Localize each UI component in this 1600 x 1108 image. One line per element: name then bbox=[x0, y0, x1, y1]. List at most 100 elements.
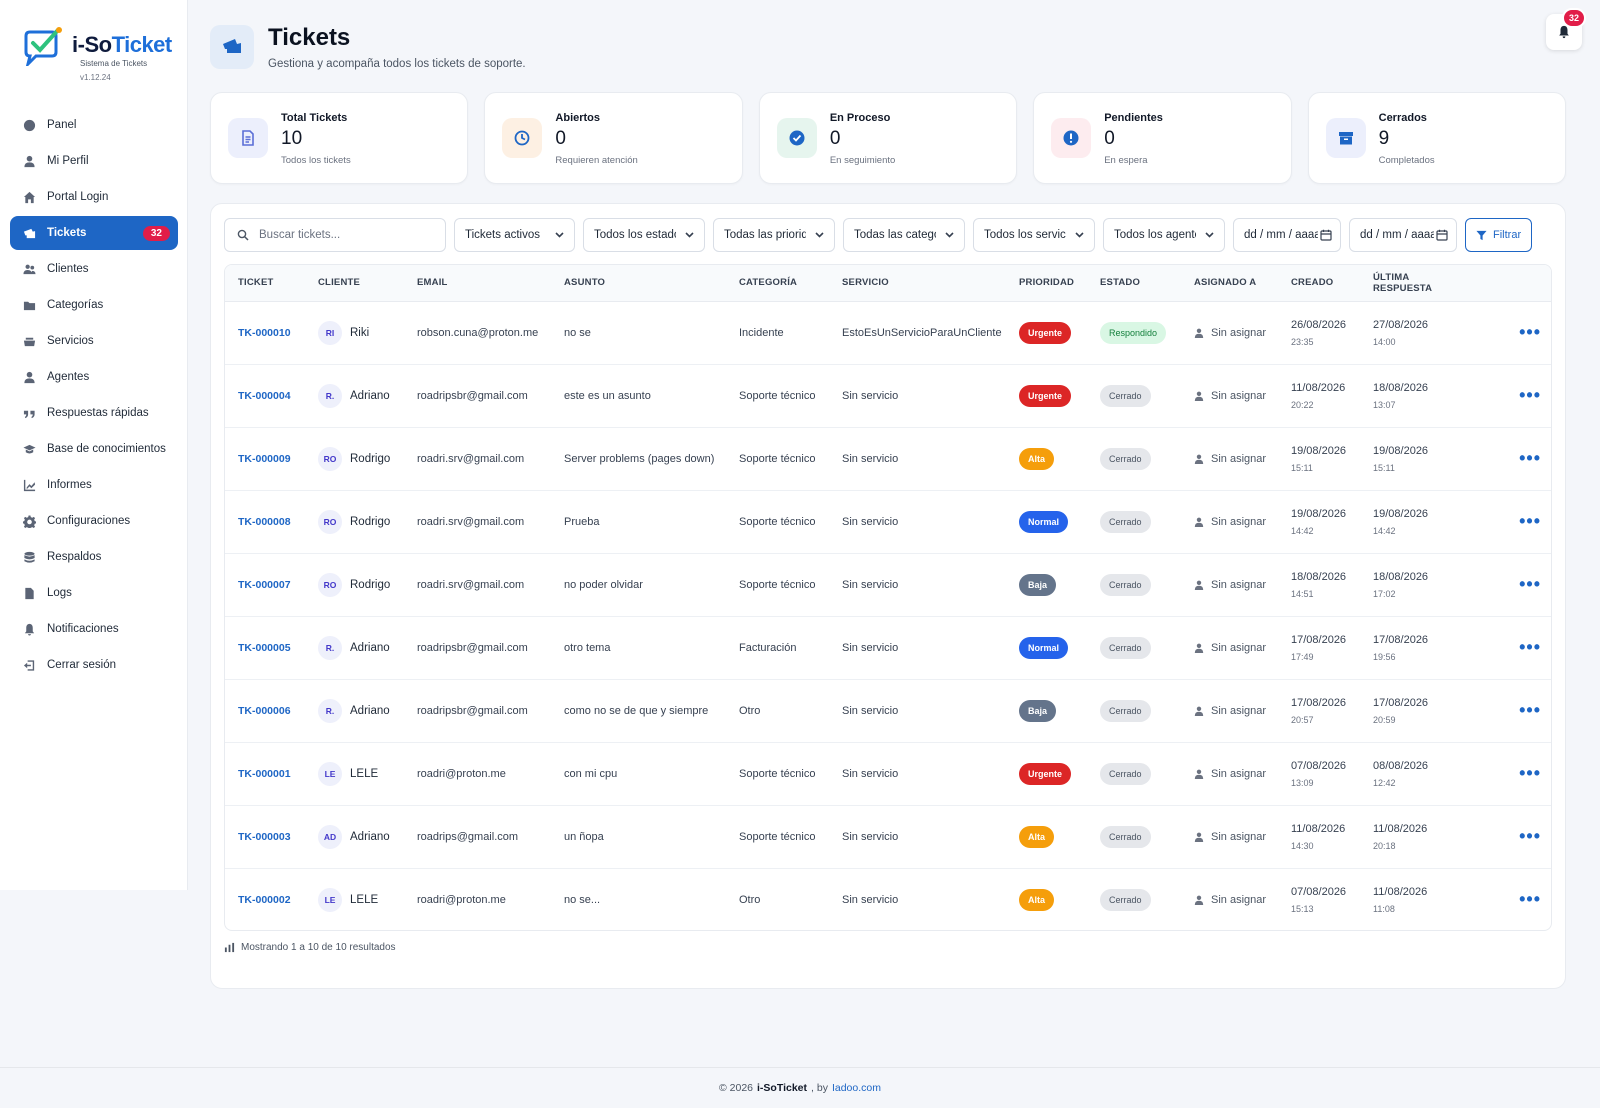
sidebar-item-cerrar-sesión[interactable]: Cerrar sesión bbox=[10, 648, 178, 682]
table-row[interactable]: TK-000005 R. Adriano roadripsbr@gmail.com ot… bbox=[225, 616, 1551, 680]
created-cell: 26/08/2026 23:35 bbox=[1291, 319, 1360, 347]
sidebar-item-label: Configuraciones bbox=[47, 515, 131, 527]
assigned-cell: Sin asignar bbox=[1194, 642, 1278, 654]
service-cell: Sin servicio bbox=[829, 805, 1006, 869]
row-actions-icon[interactable]: ••• bbox=[1519, 889, 1541, 910]
sidebar-item-base-de-conocimientos[interactable]: Base de conocimientos bbox=[10, 432, 178, 466]
user-icon bbox=[1194, 517, 1204, 527]
created-cell: 17/08/2026 17:49 bbox=[1291, 634, 1360, 662]
assigned-cell: Sin asignar bbox=[1194, 579, 1278, 591]
category-cell: Soporte técnico bbox=[726, 427, 829, 491]
sidebar-item-respaldos[interactable]: Respaldos bbox=[10, 540, 178, 574]
table-row[interactable]: TK-000003 AD Adriano roadrips@gmail.com un ñ… bbox=[225, 805, 1551, 869]
row-actions-icon[interactable]: ••• bbox=[1519, 574, 1541, 594]
agent-select[interactable]: Todos los agentes bbox=[1103, 218, 1225, 252]
sidebar-item-configuraciones[interactable]: Configuraciones bbox=[10, 504, 178, 538]
date-to-input[interactable]: dd / mm / aaaa bbox=[1349, 218, 1457, 252]
ticket-id-link[interactable]: TK-000006 bbox=[238, 704, 291, 717]
stat-card-en-proceso[interactable]: En Proceso 0 En seguimiento bbox=[758, 92, 1018, 184]
ticket-id-link[interactable]: TK-000010 bbox=[238, 326, 291, 339]
stat-card-total-tickets[interactable]: Total Tickets 10 Todos los tickets bbox=[210, 92, 469, 184]
category-select[interactable]: Todas las categorías bbox=[843, 218, 965, 252]
sidebar-item-mi-perfil[interactable]: Mi Perfil bbox=[10, 144, 178, 178]
row-actions-icon[interactable]: ••• bbox=[1519, 511, 1541, 531]
row-actions-icon[interactable]: ••• bbox=[1519, 637, 1541, 657]
assigned-agent: Sin asignar bbox=[1211, 515, 1267, 528]
sidebar-item-panel[interactable]: Panel bbox=[10, 108, 178, 142]
assigned-agent: Sin asignar bbox=[1211, 641, 1267, 654]
brand-logo[interactable]: i-SoTicket Sistema de Tickets v1.12.24 bbox=[22, 24, 172, 84]
folder-icon bbox=[22, 298, 36, 312]
column-header: CREADO bbox=[1278, 265, 1360, 302]
stat-card-cerrados[interactable]: Cerrados 9 Completados bbox=[1307, 92, 1567, 184]
stat-card-abiertos[interactable]: Abiertos 0 Requieren atención bbox=[484, 92, 743, 184]
sidebar-item-tickets[interactable]: Tickets 32 bbox=[10, 216, 178, 250]
sidebar-item-servicios[interactable]: Servicios bbox=[10, 324, 178, 358]
sidebar-item-logs[interactable]: Logs bbox=[10, 576, 178, 610]
table-row[interactable]: TK-000007 RO Rodrigo roadri.srv@gmail.com no… bbox=[225, 553, 1551, 617]
table-row[interactable]: TK-000002 LE LELE roadri@proton.me no se... O… bbox=[225, 868, 1551, 930]
ticket-id-link[interactable]: TK-000004 bbox=[238, 389, 291, 402]
client-name: Adriano bbox=[350, 641, 390, 654]
sidebar-item-notificaciones[interactable]: Notificaciones bbox=[10, 612, 178, 646]
assigned-cell: Sin asignar bbox=[1194, 768, 1278, 780]
column-header: ÚLTIMA RESPUESTA bbox=[1360, 265, 1470, 302]
priority-select[interactable]: Todas las prioridades bbox=[713, 218, 835, 252]
ticket-id-link[interactable]: TK-000001 bbox=[238, 767, 291, 780]
footer-link[interactable]: Iadoo.com bbox=[831, 1082, 881, 1094]
sidebar-item-agentes[interactable]: Agentes bbox=[10, 360, 178, 394]
client-cell: RO Rodrigo bbox=[318, 446, 404, 471]
ticket-id-link[interactable]: TK-000009 bbox=[238, 452, 291, 465]
ticket-id-link[interactable]: TK-000007 bbox=[238, 578, 291, 591]
chevron-down-icon bbox=[1205, 230, 1214, 239]
ticket-id-link[interactable]: TK-000005 bbox=[238, 641, 291, 654]
search-input[interactable]: Buscar tickets... bbox=[224, 218, 446, 252]
created-time: 14:42 bbox=[1291, 525, 1314, 536]
row-actions-icon[interactable]: ••• bbox=[1519, 322, 1541, 342]
sidebar-item-respuestas-rápidas[interactable]: Respuestas rápidas bbox=[10, 396, 178, 430]
status-badge: Cerrado bbox=[1100, 384, 1151, 407]
ticket-id-link[interactable]: TK-000002 bbox=[238, 893, 291, 906]
footer-copyright: © 2026 bbox=[719, 1082, 754, 1094]
table-row[interactable]: TK-000010 RI Riki robson.cuna@proton.me no s… bbox=[225, 301, 1551, 365]
row-actions-icon[interactable]: ••• bbox=[1519, 763, 1541, 783]
status-badge: Cerrado bbox=[1100, 573, 1151, 596]
client-cell: RI Riki bbox=[318, 320, 404, 345]
row-actions-icon[interactable]: ••• bbox=[1519, 385, 1541, 405]
column-header: PRIORIDAD bbox=[1006, 265, 1087, 302]
table-row[interactable]: TK-000009 RO Rodrigo roadri.srv@gmail.com Se… bbox=[225, 427, 1551, 491]
stat-value: 0 bbox=[1104, 128, 1115, 149]
priority-badge: Alta bbox=[1019, 447, 1055, 470]
date-from-input[interactable]: dd / mm / aaaa bbox=[1233, 218, 1341, 252]
sidebar-item-categorías[interactable]: Categorías bbox=[10, 288, 178, 322]
filter-button[interactable]: Filtrar bbox=[1465, 218, 1533, 252]
sidebar-item-label: Base de conocimientos bbox=[47, 443, 166, 455]
sidebar-item-portal-login[interactable]: Portal Login bbox=[10, 180, 178, 214]
table-row[interactable]: TK-000004 R. Adriano roadripsbr@gmail.com es… bbox=[225, 364, 1551, 428]
sidebar-item-clientes[interactable]: Clientes bbox=[10, 252, 178, 286]
row-actions-icon[interactable]: ••• bbox=[1519, 826, 1541, 846]
table-row[interactable]: TK-000008 RO Rodrigo roadri.srv@gmail.com Pr… bbox=[225, 490, 1551, 554]
category-cell: Otro bbox=[739, 893, 761, 906]
client-name: Adriano bbox=[350, 830, 390, 843]
last-reply-time: 20:18 bbox=[1373, 840, 1396, 851]
sidebar-item-informes[interactable]: Informes bbox=[10, 468, 178, 502]
row-actions-icon[interactable]: ••• bbox=[1519, 448, 1541, 468]
scope-select[interactable]: Tickets activos bbox=[454, 218, 575, 252]
avatar: R. bbox=[318, 635, 342, 660]
subject-cell: como no se de que y siempre bbox=[551, 679, 726, 743]
column-header: CATEGORÍA bbox=[726, 265, 829, 302]
status-badge: Cerrado bbox=[1100, 510, 1151, 533]
email-cell: roadripsbr@gmail.com bbox=[404, 616, 551, 680]
ticket-id-link[interactable]: TK-000008 bbox=[238, 515, 291, 528]
service-select[interactable]: Todos los servicios bbox=[973, 218, 1095, 252]
ticket-id-link[interactable]: TK-000003 bbox=[238, 830, 291, 843]
status-select[interactable]: Todos los estados bbox=[583, 218, 705, 252]
footer-by: , by bbox=[811, 1082, 828, 1094]
table-row[interactable]: TK-000006 R. Adriano roadripsbr@gmail.com co… bbox=[225, 679, 1551, 743]
stat-card-pendientes[interactable]: Pendientes 0 En espera bbox=[1033, 92, 1292, 184]
notifications-button[interactable]: 32 bbox=[1546, 8, 1586, 50]
table-row[interactable]: TK-000001 LE LELE roadri@proton.me con mi cp… bbox=[225, 742, 1551, 806]
row-actions-icon[interactable]: ••• bbox=[1519, 700, 1541, 720]
created-time: 15:11 bbox=[1291, 462, 1313, 473]
